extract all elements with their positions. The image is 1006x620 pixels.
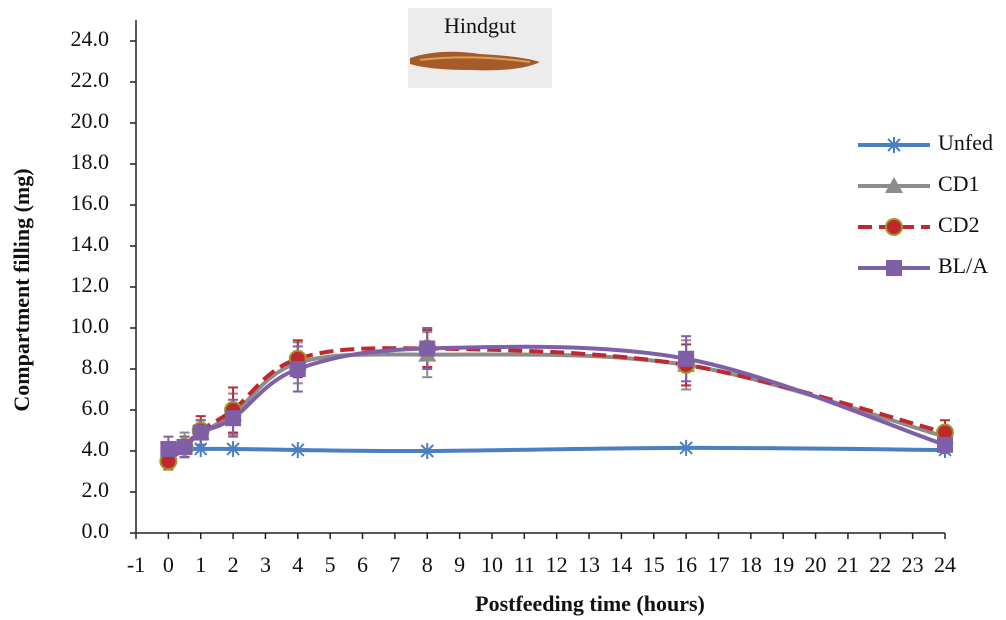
y-tick-label: 24.0 (71, 26, 110, 51)
marker (193, 425, 209, 441)
x-tick-label: 12 (546, 552, 568, 577)
marker (678, 440, 694, 456)
marker (225, 410, 241, 426)
y-tick-label: 0.0 (82, 518, 110, 543)
x-tick-label: 4 (292, 552, 303, 577)
y-tick-label: 16.0 (71, 190, 110, 215)
y-tick-label: 14.0 (71, 231, 110, 256)
x-tick-label: 0 (163, 552, 174, 577)
y-tick-label: 22.0 (71, 67, 110, 92)
marker (225, 441, 241, 457)
x-tick-label: 20 (805, 552, 827, 577)
y-tick-label: 6.0 (82, 395, 110, 420)
y-axis-title: Compartment filling (mg) (9, 168, 34, 411)
x-tick-label: 21 (837, 552, 859, 577)
x-tick-label: 16 (675, 552, 697, 577)
marker (160, 441, 176, 457)
series-line (168, 354, 945, 455)
marker (193, 441, 209, 457)
x-tick-label: 22 (869, 552, 891, 577)
series-line (168, 348, 945, 461)
marker (290, 442, 306, 458)
x-tick-label: 24 (934, 552, 956, 577)
x-tick-label: 17 (707, 552, 729, 577)
y-tick-label: 4.0 (82, 436, 110, 461)
x-tick-label: 1 (195, 552, 206, 577)
x-tick-label: 18 (740, 552, 762, 577)
legend-label: CD1 (938, 171, 980, 196)
y-tick-label: 12.0 (71, 272, 110, 297)
series-line (168, 448, 945, 451)
legend-marker (886, 137, 902, 153)
x-tick-label: 19 (772, 552, 794, 577)
legend-marker (886, 219, 902, 235)
y-tick-label: 8.0 (82, 354, 110, 379)
marker (937, 437, 953, 453)
x-tick-label: 14 (610, 552, 632, 577)
x-tick-label: 6 (357, 552, 368, 577)
x-axis-title: Postfeeding time (hours) (475, 591, 705, 616)
y-tick-label: 10.0 (71, 313, 110, 338)
inset-label: Hindgut (444, 13, 516, 38)
marker (290, 361, 306, 377)
x-tick-label: 5 (325, 552, 336, 577)
y-tick-label: 2.0 (82, 477, 110, 502)
legend-label: CD2 (938, 212, 980, 237)
marker (177, 439, 193, 455)
x-tick-label: 3 (260, 552, 271, 577)
y-tick-label: 20.0 (71, 108, 110, 133)
legend-label: Unfed (938, 130, 993, 155)
marker (419, 443, 435, 459)
x-tick-label: 13 (578, 552, 600, 577)
marker (419, 341, 435, 357)
y-tick-label: 18.0 (71, 149, 110, 174)
x-tick-label: 23 (902, 552, 924, 577)
x-tick-label: 7 (389, 552, 400, 577)
x-tick-label: 8 (422, 552, 433, 577)
marker (678, 351, 694, 367)
legend-marker (886, 260, 902, 276)
x-tick-label: 10 (481, 552, 503, 577)
legend-label: BL/A (938, 253, 988, 278)
x-tick-label: -1 (127, 552, 145, 577)
x-tick-label: 11 (514, 552, 535, 577)
x-tick-label: 9 (454, 552, 465, 577)
x-tick-label: 2 (228, 552, 239, 577)
chart: Hindgut Compartment filling (mg) Postfee… (0, 0, 1006, 620)
x-tick-label: 15 (643, 552, 665, 577)
